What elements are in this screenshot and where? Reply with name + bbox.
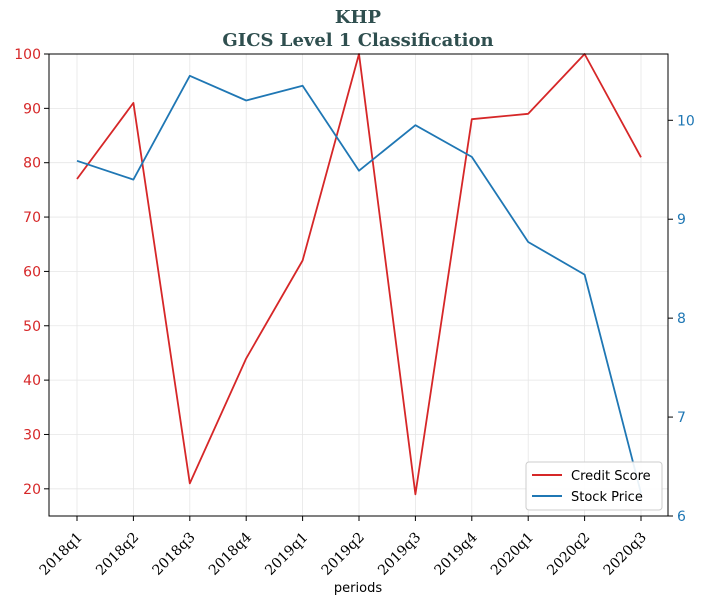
- left-tick-label: 30: [23, 427, 41, 443]
- right-axis-ticks: 6 7 8 9 10: [668, 113, 695, 525]
- left-tick-label: 20: [23, 482, 41, 498]
- right-tick-label: 7: [677, 410, 686, 426]
- series-line-stock-price: [76, 74, 642, 494]
- x-tick-label: 2018q1: [37, 530, 86, 579]
- legend: Credit Score Stock Price: [525, 461, 663, 511]
- chart-subtitle: GICS Level 1 Classification: [222, 30, 493, 51]
- right-tick-label: 10: [677, 113, 695, 129]
- x-tick-label: 2019q3: [375, 530, 424, 579]
- legend-label-credit-score: Credit Score: [571, 469, 651, 484]
- x-tick-label: 2019q1: [262, 530, 311, 579]
- x-tick-label: 2018q2: [93, 530, 142, 579]
- left-tick-label: 70: [23, 210, 41, 226]
- left-tick-label: 50: [23, 319, 41, 335]
- right-tick-label: 8: [677, 311, 686, 327]
- plot-frame: [48, 53, 669, 517]
- x-tick-label: 2019q2: [319, 530, 368, 579]
- grid-lines: [49, 53, 668, 516]
- chart-title: KHP: [335, 7, 382, 28]
- x-tick-label: 2019q4: [431, 529, 480, 578]
- left-tick-label: 60: [23, 264, 41, 280]
- left-tick-label: 90: [23, 101, 41, 117]
- right-tick-label: 6: [677, 509, 686, 525]
- x-tick-label: 2018q4: [206, 529, 255, 578]
- x-tick-label: 2020q2: [544, 530, 593, 579]
- x-tick-label: 2018q3: [149, 530, 198, 579]
- legend-label-stock-price: Stock Price: [571, 490, 643, 505]
- x-tick-label: 2020q1: [488, 530, 537, 579]
- x-tick-label: 2020q3: [601, 530, 650, 579]
- left-tick-label: 40: [23, 373, 41, 389]
- left-tick-label: 100: [14, 47, 41, 63]
- left-tick-label: 80: [23, 156, 41, 172]
- right-tick-label: 9: [677, 212, 686, 228]
- x-axis-label: periods: [334, 581, 382, 596]
- left-axis-ticks: 20 30 40 50 60 70 80 90 100: [14, 47, 49, 498]
- x-axis-ticks: 2018q1 2018q2 2018q3 2018q4 2019q1 2019q2 2019…: [37, 516, 650, 579]
